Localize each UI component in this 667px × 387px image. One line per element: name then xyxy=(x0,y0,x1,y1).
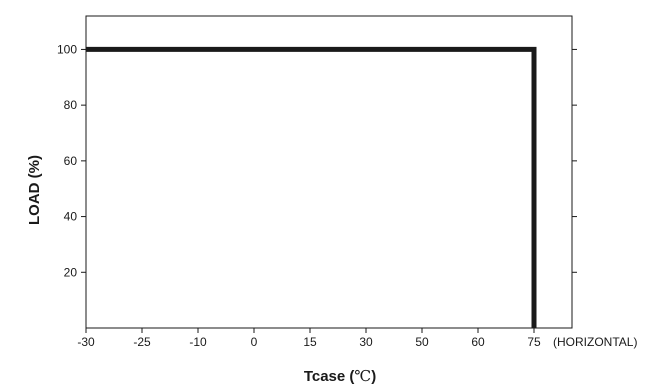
x-axis-ticks: -30 -25 -10 0 15 30 50 60 75 xyxy=(77,328,541,349)
y-axis-ticks: 20 40 60 80 100 xyxy=(57,42,577,279)
x-axis-title-text: Tcase xyxy=(304,368,345,385)
x-tick-label-3: 0 xyxy=(251,335,258,349)
y-tick-label-60: 60 xyxy=(64,154,78,168)
x-axis-title-paren-open: ( xyxy=(345,368,354,385)
y-axis-title: LOAD (%) xyxy=(26,155,43,225)
x-tick-label-2: -10 xyxy=(189,335,207,349)
x-axis-note: (HORIZONTAL) xyxy=(553,335,637,349)
y-tick-label-20: 20 xyxy=(64,265,78,279)
y-tick-label-40: 40 xyxy=(64,210,78,224)
x-tick-label-6: 50 xyxy=(415,335,429,349)
series-layer xyxy=(86,46,537,328)
x-tick-label-5: 30 xyxy=(359,335,373,349)
x-tick-label-1: -25 xyxy=(133,335,151,349)
x-axis-title-paren-close: ) xyxy=(371,368,376,385)
x-tick-label-4: 15 xyxy=(303,335,317,349)
x-axis-title: Tcase (℃) xyxy=(304,367,376,385)
x-tick-label-0: -30 xyxy=(77,335,95,349)
series-line-0 xyxy=(86,46,537,328)
y-tick-label-80: 80 xyxy=(64,98,78,112)
x-tick-label-7: 60 xyxy=(471,335,485,349)
plot-frame xyxy=(85,15,573,329)
y-tick-label-100: 100 xyxy=(57,42,77,56)
x-axis-unit: ℃ xyxy=(354,367,371,385)
x-tick-label-8: 75 xyxy=(527,335,541,349)
